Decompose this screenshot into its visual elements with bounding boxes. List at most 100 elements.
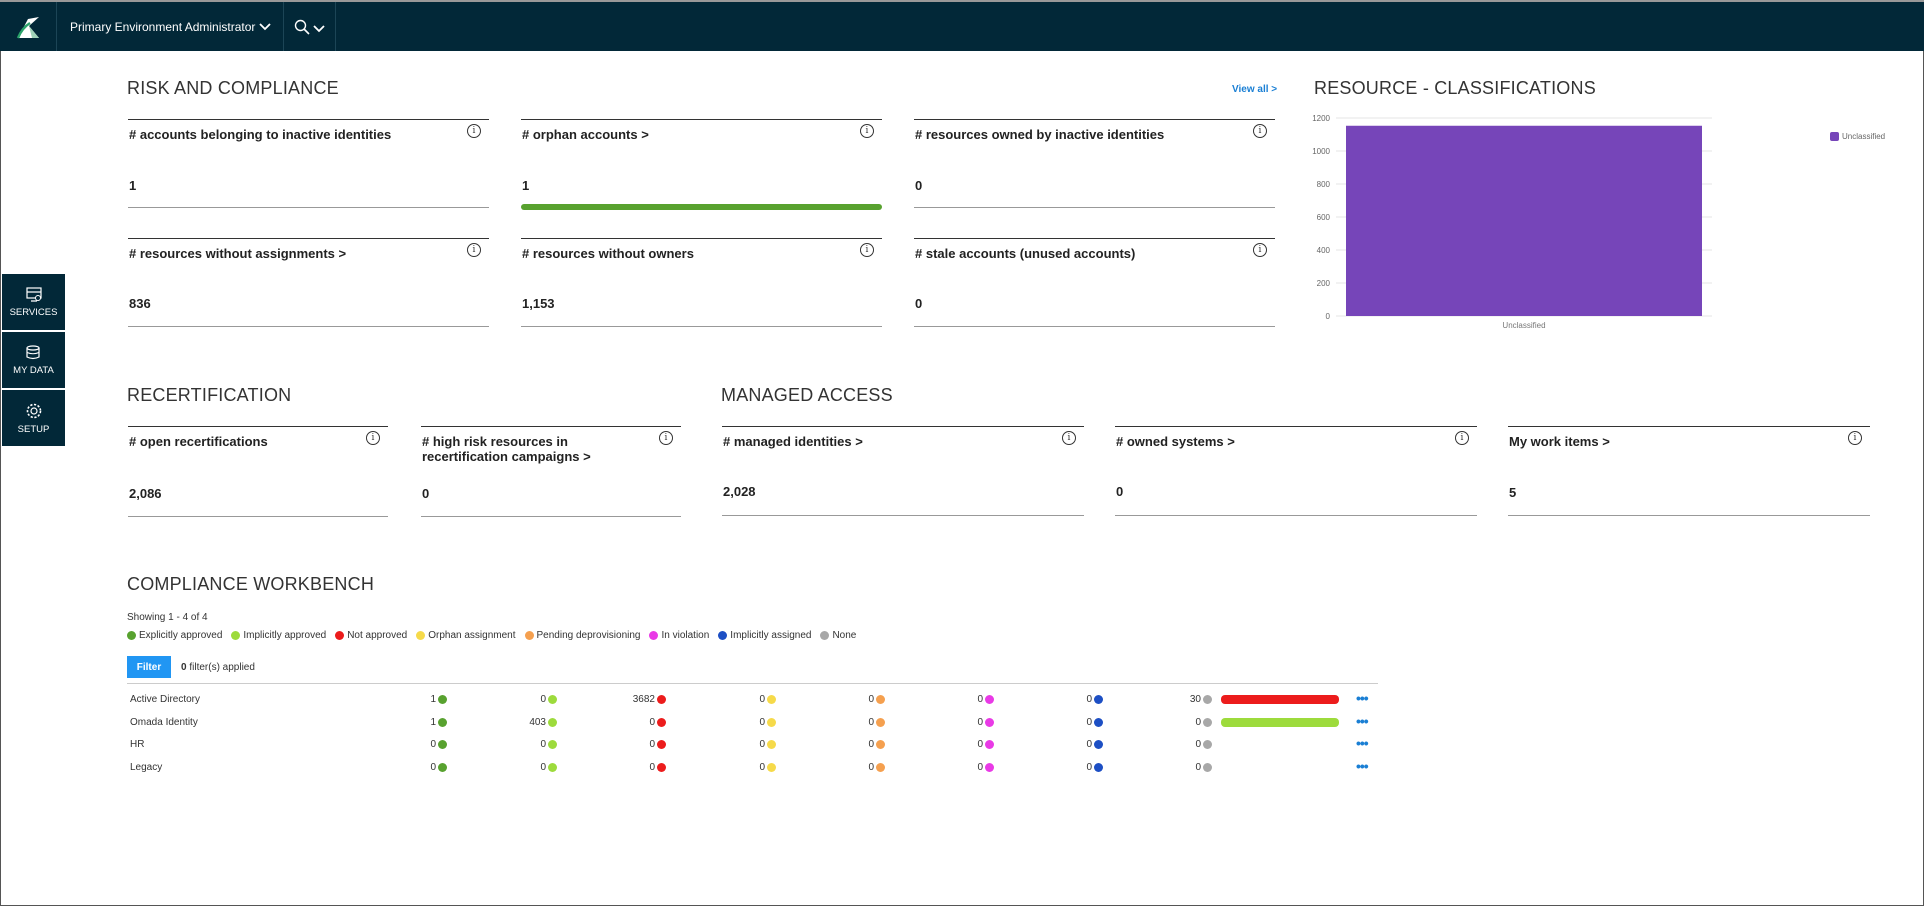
legend-item[interactable]: None [820,630,856,641]
info-icon[interactable]: i [1848,431,1862,445]
count-value: 0 [868,694,874,705]
status-dot-icon [1203,717,1212,727]
table-row[interactable]: Omada Identity 1 403 0 0 0 0 0 0 ••• [130,712,1380,732]
more-options-icon[interactable]: ••• [1356,757,1369,774]
chart-legend[interactable]: Unclassified [1830,132,1885,141]
search-menu[interactable] [284,2,337,51]
metric-card-owned-systems[interactable]: # owned systems > i 0 [1115,426,1477,516]
omada-logo[interactable] [0,2,57,51]
status-count[interactable]: 0 [934,762,994,773]
status-count[interactable]: 30 [1152,694,1212,705]
status-count[interactable]: 0 [387,739,447,750]
status-count[interactable]: 0 [825,762,885,773]
table-row[interactable]: Active Directory 1 0 3682 0 0 0 0 30 ••• [130,689,1380,709]
metric-card-managed-identities[interactable]: # managed identities > i 2,028 [722,426,1084,516]
status-dot-icon [416,631,426,640]
metric-label[interactable]: # managed identities > [723,434,863,449]
status-count[interactable]: 0 [1043,694,1103,705]
status-count[interactable]: 1 [387,694,447,705]
legend-item[interactable]: Not approved [335,630,407,641]
info-icon[interactable]: i [467,124,481,138]
info-icon[interactable]: i [1253,243,1267,257]
more-options-icon[interactable]: ••• [1356,712,1369,729]
metric-label[interactable]: # high risk resources in recertification… [422,434,591,464]
metric-value: 0 [915,178,923,193]
status-count[interactable]: 0 [1043,717,1103,728]
more-options-icon[interactable]: ••• [1356,735,1369,751]
metric-card-work-items[interactable]: My work items > i 5 [1508,426,1870,516]
environment-selector[interactable]: Primary Environment Administrator [57,2,285,51]
status-count[interactable]: 0 [716,739,776,750]
filter-button[interactable]: Filter [127,656,171,678]
status-count[interactable]: 0 [606,739,666,750]
legend-item[interactable]: In violation [649,630,709,641]
status-dot-icon [767,695,776,704]
metric-card-orphan-accounts[interactable]: # orphan accounts > i 1 [521,119,882,210]
gear-icon [26,403,41,418]
status-count[interactable]: 3682 [606,694,666,705]
status-dot-icon [1094,740,1103,749]
environment-label: Primary Environment Administrator [70,19,256,34]
status-count[interactable]: 0 [825,739,885,750]
table-row[interactable]: Legacy 0 0 0 0 0 0 0 0 ••• [130,757,1380,777]
info-icon[interactable]: i [860,243,874,257]
status-count[interactable]: 0 [716,694,776,705]
metric-label[interactable]: # owned systems > [1116,434,1235,449]
risk-title: RISK AND COMPLIANCE [127,78,339,98]
status-count[interactable]: 0 [716,717,776,728]
status-count[interactable]: 403 [497,717,557,728]
info-icon[interactable]: i [860,124,874,138]
more-options-icon[interactable]: ••• [1356,690,1369,706]
status-count[interactable]: 0 [934,694,994,705]
metric-label[interactable]: # resources without assignments > [129,246,347,261]
nav-setup[interactable]: SETUP [2,390,65,446]
status-count[interactable]: 0 [1152,717,1212,728]
status-count[interactable]: 0 [825,717,885,728]
info-icon[interactable]: i [659,431,673,445]
metric-card-resources-without-owners: # resources without owners i 1,153 [521,238,882,327]
metric-label[interactable]: My work items > [1509,434,1610,449]
status-count[interactable]: 0 [825,694,885,705]
status-count[interactable]: 0 [387,762,447,773]
metric-card-high-risk-resources[interactable]: # high risk resources in recertification… [421,426,681,517]
status-count[interactable]: 0 [1152,762,1212,773]
status-count[interactable]: 0 [934,739,994,750]
status-count[interactable]: 0 [716,762,776,773]
info-icon[interactable]: i [1253,124,1267,138]
nav-services[interactable]: SERVICES [2,274,65,330]
info-icon[interactable]: i [366,431,380,445]
metric-label[interactable]: # orphan accounts > [522,127,649,142]
legend-item[interactable]: Implicitly approved [231,630,326,641]
count-value: 0 [868,739,874,750]
status-count[interactable]: 0 [497,739,557,750]
info-icon[interactable]: i [1062,431,1076,445]
classification-chart: 0 200 400 600 800 1000 1200 Unclassified [1312,114,1712,330]
x-tick-label: Unclassified [1502,321,1545,330]
legend-item[interactable]: Implicitly assigned [718,630,811,641]
status-count[interactable]: 0 [934,717,994,728]
status-count[interactable]: 0 [1043,762,1103,773]
status-count[interactable]: 0 [497,694,557,705]
info-icon[interactable]: i [467,243,481,257]
status-count[interactable]: 0 [1152,739,1212,750]
legend-item[interactable]: Pending deprovisioning [524,630,640,641]
info-icon[interactable]: i [1455,431,1469,445]
nav-my-data-label: MY DATA [13,364,54,376]
metric-card-resources-without-assignments[interactable]: # resources without assignments > i 836 [128,238,489,327]
status-count[interactable]: 0 [606,717,666,728]
status-count[interactable]: 0 [1043,739,1103,750]
top-bar: Primary Environment Administrator [0,0,1924,51]
table-row[interactable]: HR 0 0 0 0 0 0 0 0 ••• [130,734,1380,754]
showing-count: Showing 1 - 4 of 4 [127,612,208,623]
legend-item[interactable]: Explicitly approved [127,630,222,641]
nav-my-data[interactable]: MY DATA [2,332,65,388]
status-count[interactable]: 1 [387,717,447,728]
legend-item[interactable]: Orphan assignment [416,630,516,641]
count-value: 0 [1086,716,1092,728]
view-all-link[interactable]: View all > [1232,84,1278,95]
status-count[interactable]: 0 [497,762,557,773]
status-dot-icon [657,740,666,749]
bar-unclassified[interactable] [1346,125,1702,316]
status-count[interactable]: 0 [606,762,666,773]
status-dot-icon [438,695,447,704]
